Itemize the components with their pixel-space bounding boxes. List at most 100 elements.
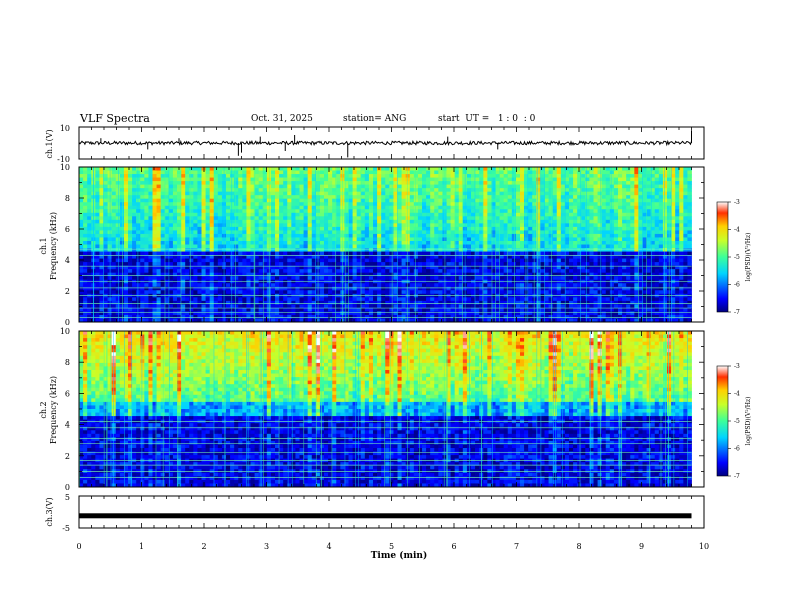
spectrogram-cell — [389, 230, 394, 235]
spectrogram-cell — [466, 248, 472, 252]
spectrogram-cell — [119, 167, 125, 171]
spectrogram-cell — [458, 258, 464, 263]
spectrogram-cell — [564, 212, 570, 217]
spectrogram-cell — [364, 233, 370, 238]
spectrogram-cell — [213, 198, 219, 203]
spectrogram-cell — [430, 240, 435, 245]
spectrogram-cell — [336, 258, 341, 263]
spectrogram-cell — [479, 195, 484, 200]
spectrogram-cell — [111, 240, 117, 245]
spectrogram-cell — [373, 191, 378, 196]
spectrogram-cell — [291, 226, 296, 231]
spectrogram-cell — [671, 230, 676, 235]
spectrogram-cell — [487, 265, 492, 270]
spectrogram-cell — [291, 198, 296, 203]
spectrogram-cell — [356, 276, 362, 281]
spectrogram-cell — [213, 269, 219, 274]
spectrogram-cell — [658, 276, 664, 281]
spectrogram-cell — [79, 195, 84, 200]
spectrogram-cell — [307, 237, 313, 242]
spectrogram-cell — [471, 170, 476, 175]
spectrogram-cell — [128, 262, 133, 267]
spectrogram-cell — [79, 255, 84, 259]
spectrogram-cell — [332, 258, 337, 263]
spectrogram-cell — [589, 219, 594, 224]
spectrogram-cell — [283, 177, 288, 182]
spectrogram-cell — [401, 269, 407, 274]
spectrogram-cell — [548, 276, 554, 281]
spectrogram-cell — [585, 195, 590, 200]
spectrogram-cell — [405, 188, 411, 193]
spectrogram-cell — [422, 167, 427, 171]
spectrogram-cell — [128, 283, 133, 288]
spectrogram-cell — [503, 233, 509, 238]
spectrogram-cell — [528, 223, 533, 228]
spectrogram-cell — [352, 233, 358, 238]
spectrogram-cell — [540, 248, 545, 252]
spectrogram-cell — [344, 233, 349, 238]
spectrogram-cell — [528, 219, 533, 224]
spectrogram-cell — [156, 177, 162, 182]
spectrogram-cell — [83, 174, 88, 178]
spectrogram-cell — [475, 248, 480, 252]
spectrogram-cell — [319, 244, 325, 249]
spectrogram-cell — [515, 262, 521, 267]
spectrogram-cell — [679, 233, 684, 238]
spectrogram-cell — [430, 265, 435, 270]
spectrogram-cell — [356, 191, 362, 196]
spectrogram-cell — [319, 209, 325, 214]
spectrogram-cell — [520, 237, 525, 242]
spectrogram-cell — [393, 248, 398, 252]
spectrogram-cell — [324, 272, 329, 277]
spectrogram-cell — [495, 191, 500, 196]
spectrogram-cell — [332, 265, 337, 270]
spectrogram-cell — [270, 237, 276, 242]
spectrogram-cell — [344, 251, 349, 256]
spectrogram-cell — [569, 230, 574, 235]
spectrogram-cell — [552, 205, 558, 210]
spectrogram-cell — [111, 262, 117, 267]
spectrogram-cell — [630, 244, 635, 249]
spectrogram-cell — [528, 184, 533, 189]
spectrogram-cell — [119, 219, 125, 224]
spectrogram-cell — [385, 248, 390, 252]
spectrogram-cell — [250, 212, 255, 217]
spectrogram-cell — [103, 265, 108, 270]
spectrogram-cell — [226, 262, 231, 267]
spectrogram-cell — [528, 244, 533, 249]
spectrogram-cell — [401, 195, 407, 200]
spectrogram-cell — [458, 244, 464, 249]
spectrogram-cell — [348, 205, 353, 210]
spectrogram-cell — [417, 276, 423, 281]
spectrogram-cell — [332, 269, 337, 274]
spectrogram-cell — [164, 167, 170, 171]
spectrogram-cell — [601, 223, 607, 228]
spectrogram-cell — [626, 248, 631, 252]
spectrogram-cell — [426, 191, 431, 196]
spectrogram-cell — [230, 167, 235, 171]
spectrogram-cell — [136, 188, 141, 193]
spectrogram-cell — [193, 258, 198, 263]
spectrogram-cell — [618, 198, 623, 203]
spectrogram-cell — [136, 170, 141, 175]
spectrogram-cell — [405, 212, 411, 217]
spectrogram-cell — [168, 237, 174, 242]
spectrogram-cell — [160, 283, 166, 288]
spectrogram-cell — [556, 170, 562, 175]
spectrogram-cell — [144, 216, 149, 221]
spectrogram-cell — [638, 276, 643, 281]
spectrogram-cell — [234, 265, 239, 270]
spectrogram-cell — [581, 195, 586, 200]
spectrogram-cell — [626, 170, 631, 175]
spectrogram-cell — [626, 258, 631, 263]
spectrogram-cell — [564, 167, 570, 171]
spectrogram-cell — [164, 265, 170, 270]
spectrogram-cell — [426, 226, 431, 231]
spectrogram-cell — [319, 177, 325, 182]
spectrogram-cell — [115, 170, 121, 175]
spectrogram-cell — [687, 230, 692, 235]
spectrogram-cell — [601, 216, 607, 221]
spectrogram-cell — [426, 195, 431, 200]
spectrogram-cell — [520, 255, 525, 259]
spectrogram-cell — [373, 219, 378, 224]
